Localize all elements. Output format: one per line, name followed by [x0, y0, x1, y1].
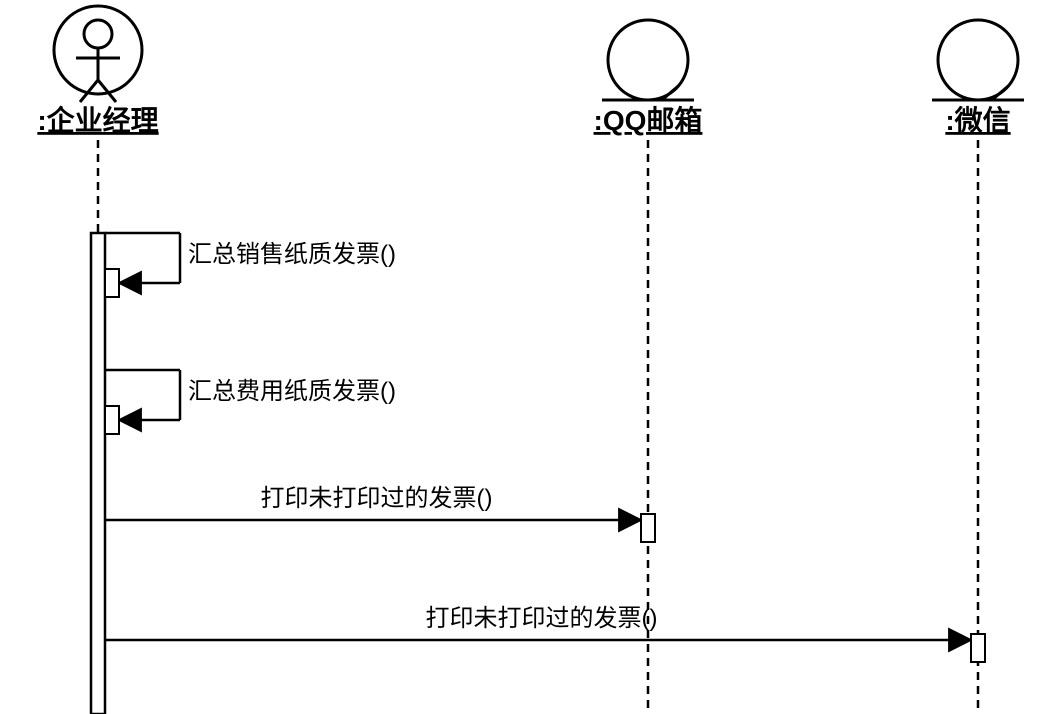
lifeline-label-wechat: :微信 — [945, 105, 1010, 136]
message-label-1: 打印未打印过的发票() — [426, 605, 658, 632]
activation-bar-actor — [91, 233, 105, 714]
self-message-label-1: 汇总费用纸质发票() — [188, 378, 396, 405]
message-label-0: 打印未打印过的发票() — [261, 485, 493, 512]
self-message-label-0: 汇总销售纸质发票() — [188, 241, 396, 268]
lifeline-label-qqmail: :QQ邮箱 — [594, 104, 703, 136]
lifeline-label-actor: :企业经理 — [37, 104, 158, 136]
